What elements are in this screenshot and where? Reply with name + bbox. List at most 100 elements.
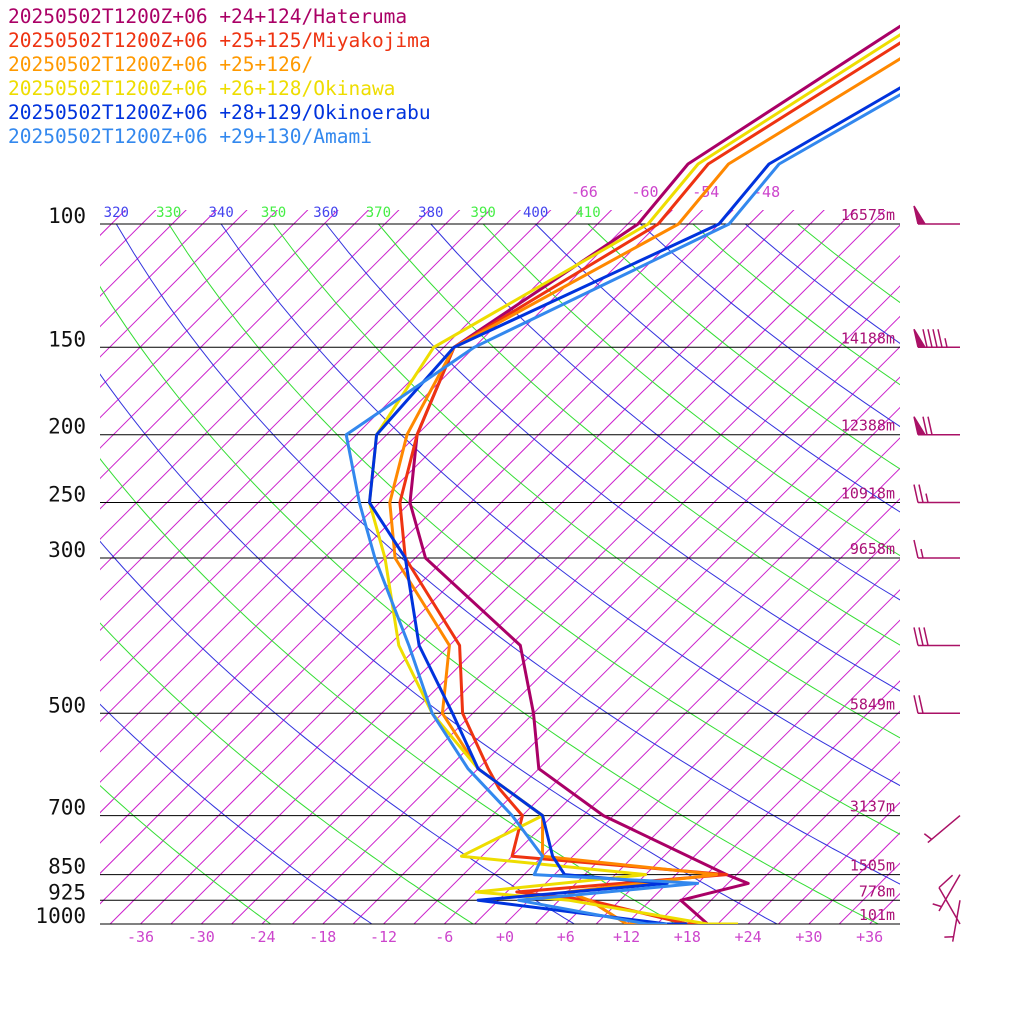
pressure-label: 200 [48, 415, 86, 439]
isotherm-line [595, 619, 900, 924]
isotherm-line [100, 210, 765, 875]
dry-adiabat-line [325, 223, 900, 692]
theta-label: 360 [313, 205, 338, 221]
isotherm-line [100, 210, 491, 601]
dry-adiabat-lines [100, 223, 900, 924]
isotherm-line [100, 210, 339, 449]
isotherm-line [443, 467, 900, 924]
height-label: 5849m [850, 695, 895, 713]
theta-label: 380 [418, 205, 443, 221]
temperature-tick-label: -18 [309, 928, 336, 946]
isotherm-line [747, 771, 900, 924]
isotherm-line [717, 741, 900, 924]
temperature-tick-label: -6 [435, 928, 453, 946]
dry-adiabat-line [797, 223, 900, 304]
legend: 20250502T1200Z+06 +24+124/Hateruma 20250… [8, 5, 431, 149]
dry-adiabat-line [100, 285, 880, 924]
isotherm-line [474, 497, 900, 924]
dry-adiabat-line [587, 223, 900, 470]
dry-adiabat-line [273, 223, 900, 739]
height-label: 9658m [850, 540, 895, 558]
isotherm-line [100, 210, 552, 662]
isotherm-line [413, 437, 900, 924]
isotherm-line [383, 406, 900, 924]
isotherm-line [0, 116, 7, 924]
isotherm-line [100, 210, 734, 844]
dry-adiabat-line [640, 223, 900, 428]
isotherm-line [899, 923, 900, 924]
pressure-label: 1000 [35, 904, 86, 928]
dry-adiabat-line [430, 223, 900, 601]
wind-barb [938, 874, 961, 925]
height-label: 14188m [841, 329, 895, 347]
isotherm-line [100, 210, 309, 419]
isotherm-line [140, 210, 856, 924]
isotherm-line [535, 558, 900, 924]
pressure-label: 925 [48, 880, 86, 904]
pressure-label: 300 [48, 538, 86, 562]
isotherm-line [100, 210, 400, 510]
wind-barbs [913, 205, 961, 942]
isotherm-line [170, 210, 886, 924]
isotherm-line [100, 210, 278, 388]
height-label: 101m [859, 906, 895, 924]
isotherm-line [100, 210, 430, 540]
isotherm-line [100, 210, 157, 267]
dry-adiabat-line [100, 703, 373, 924]
isobar-lines [100, 223, 900, 925]
theta-label: 320 [104, 205, 129, 221]
wind-barb [932, 874, 961, 912]
theta-label: 350 [261, 205, 286, 221]
isotherm-line [930, 116, 1024, 924]
dry-adiabat-line [378, 223, 900, 646]
isotherm-line [322, 346, 900, 924]
temperature-tick-label: +18 [674, 928, 701, 946]
isotherm-line [100, 210, 248, 358]
isotherm-label: -66 [571, 183, 598, 201]
theta-label: 390 [471, 205, 496, 221]
dry-adiabat-line [100, 784, 272, 924]
wind-barb [913, 539, 960, 559]
legend-entry: 20250502T1200Z+06 +29+130/Amami [8, 125, 372, 148]
isotherm-line [100, 210, 461, 571]
theta-label: 370 [366, 205, 391, 221]
wind-barb [913, 416, 960, 436]
dry-adiabat-line [168, 223, 900, 835]
temperature-profile [368, 33, 900, 924]
height-label: 3137m [850, 798, 895, 816]
isotherm-line [100, 210, 522, 632]
isotherm-line [100, 210, 795, 905]
pressure-label: 850 [48, 855, 86, 879]
isotherm-line [626, 649, 900, 924]
pressure-label: 500 [48, 693, 86, 717]
isotherm-line [109, 210, 825, 924]
temperature-tick-label: +30 [795, 928, 822, 946]
wind-barb [923, 814, 961, 844]
dry-adiabat-line [220, 223, 900, 787]
temperature-tick-label: +12 [613, 928, 640, 946]
wind-barb [913, 695, 960, 715]
temperature-tick-label: -24 [248, 928, 275, 946]
dry-adiabat-line [115, 223, 900, 885]
temperature-tick-label: +0 [496, 928, 514, 946]
temperature-tick-label: -36 [127, 928, 154, 946]
pressure-label: 150 [48, 327, 86, 351]
theta-label: 340 [208, 205, 233, 221]
temperature-tick-label: -12 [370, 928, 397, 946]
dry-adiabat-line [100, 622, 475, 924]
temperature-profile [344, 93, 900, 924]
pressure-label: 100 [48, 204, 86, 228]
temperature-tick-label: +36 [856, 928, 883, 946]
isotherm-line [686, 710, 900, 924]
wind-barb [913, 328, 960, 349]
wind-barb [913, 627, 960, 647]
height-label: 12388m [841, 417, 895, 435]
legend-entry: 20250502T1200Z+06 +24+124/Hateruma [8, 5, 408, 28]
isotherm-line [100, 210, 218, 328]
isotherm-line [991, 116, 1024, 924]
temperature-profile [368, 86, 900, 924]
theta-label: 330 [156, 205, 181, 221]
dry-adiabat-line [482, 223, 900, 557]
isotherm-line [100, 210, 613, 723]
